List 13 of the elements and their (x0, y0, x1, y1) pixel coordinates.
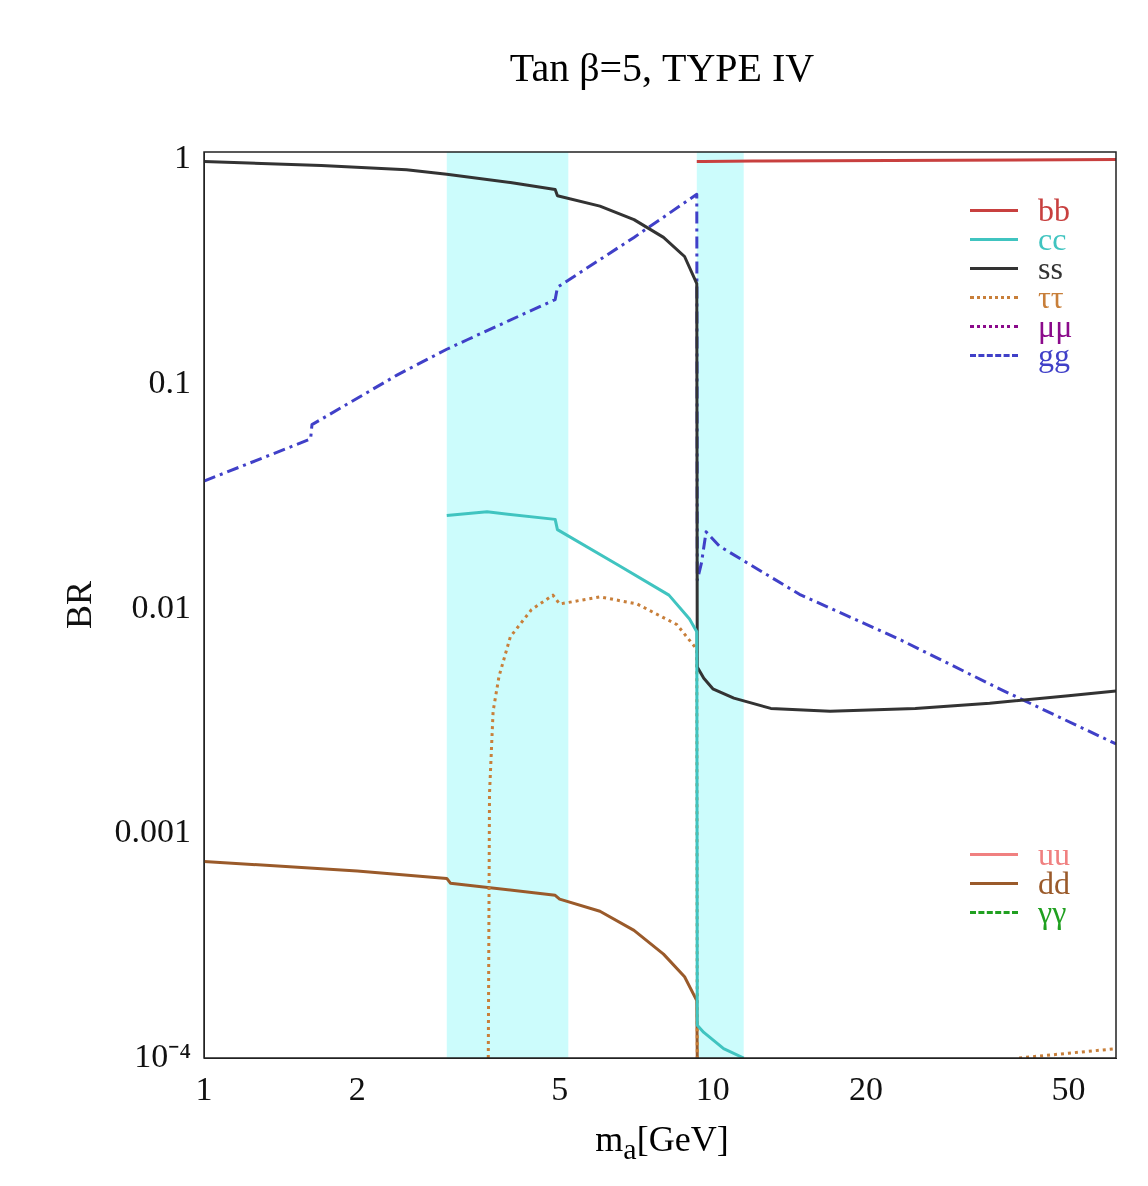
y-tick-label: 10⁻⁴ (134, 1036, 191, 1074)
y-tick-label: 1 (174, 138, 191, 176)
y-axis-title: BR (59, 580, 100, 630)
x-axis-title: m$_{a}$[GeV] (594, 1118, 730, 1167)
x-tick-label: 50 (1051, 1070, 1086, 1108)
y-tick-label: 0.01 (131, 587, 191, 625)
x-tick-label: 20 (848, 1070, 883, 1108)
x-tick-label: 2 (348, 1070, 366, 1108)
x-tick-label: 5 (551, 1070, 569, 1108)
chart-title: Tan β=5, TYPE IV (508, 44, 816, 91)
y-tick-label: 0.001 (114, 812, 191, 850)
x-tick-label: 10 (695, 1070, 730, 1108)
y-tick-label: 0.1 (148, 363, 191, 401)
